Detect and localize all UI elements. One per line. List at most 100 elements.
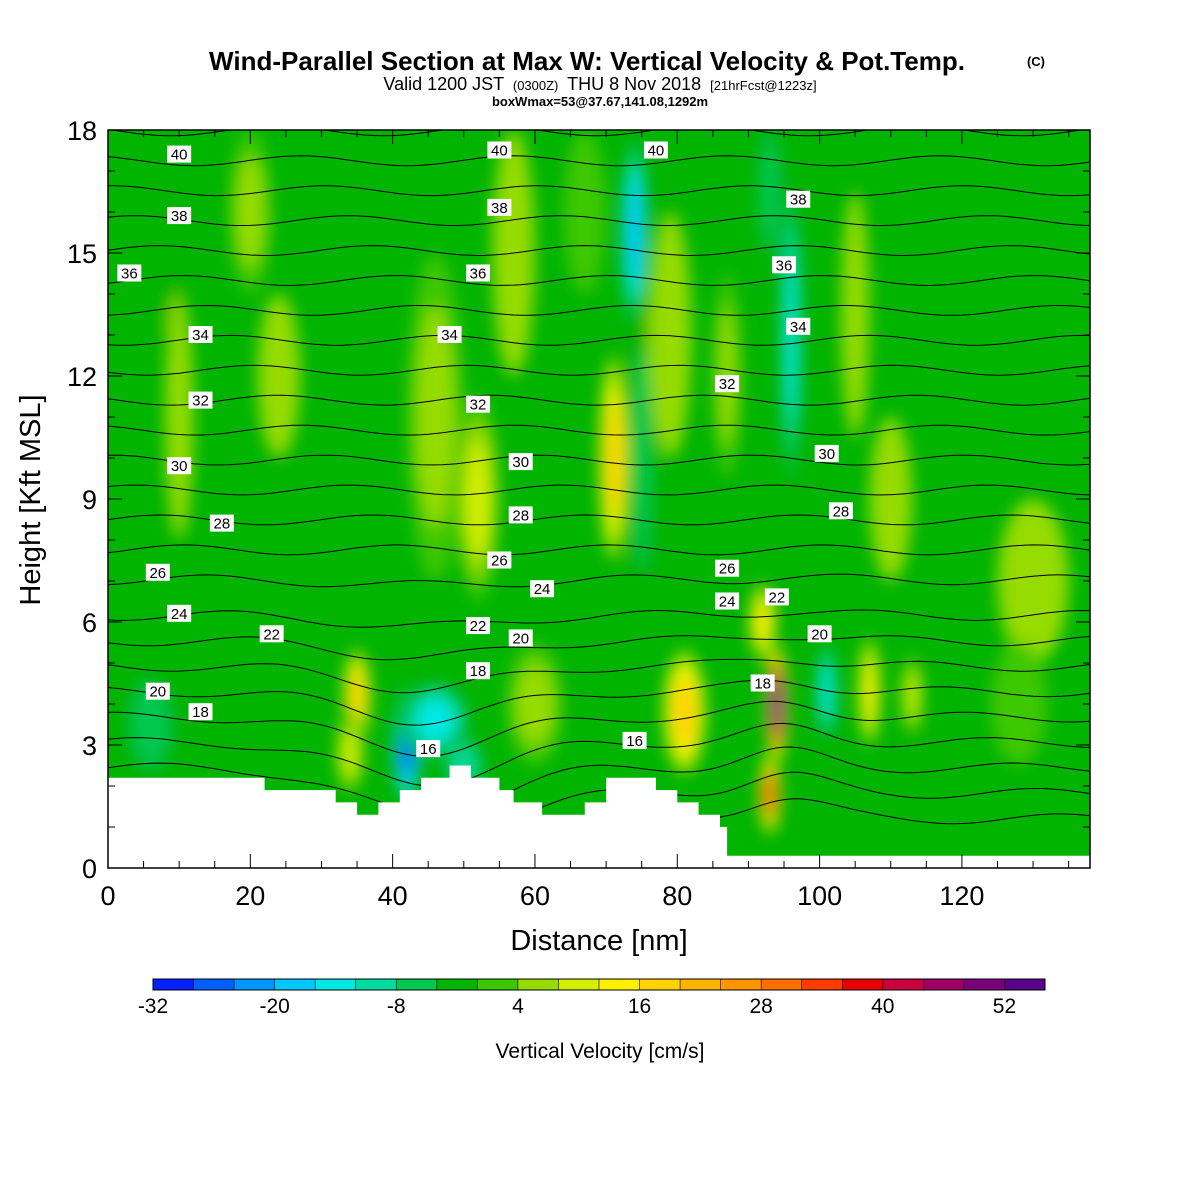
contour-label-text: 32 (719, 376, 736, 393)
colorbar-swatch (761, 979, 803, 990)
contour-label-text: 16 (626, 733, 643, 750)
valid-zulu: (0300Z) (513, 78, 559, 93)
contour-label-box (167, 207, 192, 225)
colorbar-swatch (517, 979, 559, 990)
w-cell-26-level-3 (821, 664, 833, 720)
colorbar-title: Vertical Velocity [cm/s] (496, 1040, 705, 1063)
contour-label-26: 26 (487, 551, 512, 570)
x-tick-label: 0 (100, 881, 115, 911)
x-tick-label: 20 (235, 881, 265, 911)
theta-contour-21 (108, 679, 1090, 726)
terrain-mask (108, 765, 1090, 868)
contour-label-18: 18 (466, 662, 491, 680)
contour-label-text: 20 (149, 684, 166, 701)
colorbar-swatch (720, 979, 762, 990)
w-cell-11-level-2 (465, 440, 491, 558)
theta-contour-34 (108, 304, 1090, 316)
contour-label-box (715, 592, 740, 610)
contour-label-box (188, 326, 213, 343)
y-tick-label: 0 (82, 854, 97, 884)
colorbar-swatch (558, 979, 600, 990)
contour-label-38: 38 (167, 207, 192, 225)
contour-label-16: 16 (622, 731, 647, 750)
y-tick-label: 12 (67, 362, 97, 392)
colorbar-swatch (396, 979, 438, 990)
contour-label-32: 32 (466, 395, 491, 414)
w-cell-4-level-0 (257, 294, 301, 458)
contour-label-text: 36 (776, 257, 793, 274)
y-axis-title: Height [Kft MSL] (15, 394, 47, 605)
w-cell-15-level-3 (605, 405, 621, 511)
plot-area: 40 40 40 38 38 38 36 36 36 34 34 34 32 32 32 30 30 30 28 28… (108, 130, 1090, 868)
w-cell-6-level-2 (341, 729, 359, 777)
w-cell-27-level-2 (863, 661, 876, 722)
contour-label-text: 36 (470, 266, 487, 283)
contour-label-box (466, 395, 491, 413)
contour-label-text: 20 (512, 630, 529, 647)
contour-label-text: 34 (441, 327, 458, 344)
contour-label-30: 30 (814, 444, 839, 463)
contour-label-24: 24 (167, 604, 192, 623)
contour-label-34: 34 (437, 326, 462, 344)
theta-contour-30 (108, 424, 1090, 436)
contour-label-16: 16 (416, 740, 441, 758)
contour-label-box (188, 391, 213, 409)
contour-label-box (786, 317, 811, 335)
w-cell-32-level-0 (990, 642, 1048, 766)
valid-date: THU 8 Nov 2018 (567, 74, 701, 94)
colorbar-label: -8 (387, 995, 406, 1018)
w-cell-28-level-2 (906, 672, 919, 720)
w-cell-10-level-1 (416, 306, 455, 528)
contour-label-32: 32 (715, 375, 740, 393)
theta-contour-20 (108, 700, 1090, 757)
w-cell-0-level-0 (143, 130, 187, 335)
y-tick-label: 6 (82, 608, 97, 638)
contour-label-box (487, 198, 512, 216)
contour-label-text: 40 (648, 143, 665, 160)
colorbar-swatch (599, 979, 641, 990)
theta-contour-27 (108, 514, 1090, 526)
w-cell-14-level-0 (563, 130, 607, 294)
contour-label-28: 28 (508, 506, 533, 524)
theta-contour-24 (108, 609, 1090, 628)
w-cell-1-level-0 (164, 294, 194, 540)
colorbar-swatch (923, 979, 965, 990)
contour-label-40: 40 (643, 141, 668, 160)
copyright-mark: (C) (1027, 54, 1045, 69)
contour-label-box (487, 141, 512, 159)
w-cell-23-level-3 (755, 600, 770, 644)
contour-label-text: 22 (769, 589, 786, 606)
colorbar-swatch (193, 979, 235, 990)
colorbar-label: -32 (138, 995, 168, 1018)
contour-label-box (750, 674, 775, 692)
contour-label-text: 22 (263, 626, 280, 643)
w-cell-21-level-12 (772, 681, 782, 727)
theta-contour-18 (108, 746, 1090, 815)
theta-contour-22 (108, 658, 1090, 694)
contour-label-box (828, 502, 853, 520)
theta-contour-38 (108, 185, 1090, 197)
contour-label-text: 34 (790, 319, 807, 336)
theta-contour-31 (108, 394, 1090, 406)
theta-contour-40 (108, 130, 1085, 137)
w-cell-3-level-1 (235, 156, 265, 268)
contour-label-text: 30 (171, 458, 188, 475)
contour-label-box (145, 682, 170, 700)
contour-label-40: 40 (487, 141, 512, 160)
w-cell-30-level-0 (869, 417, 913, 581)
contour-label-text: 22 (470, 618, 487, 635)
contour-label-18: 18 (188, 703, 213, 721)
contour-label-38: 38 (487, 198, 512, 217)
contour-label-box (437, 326, 462, 343)
contour-label-18: 18 (750, 674, 775, 693)
contour-label-box (643, 141, 668, 159)
contour-label-22: 22 (259, 625, 284, 643)
w-cell-24-level-3 (785, 250, 797, 420)
contour-label-22: 22 (466, 617, 491, 635)
contour-label-box (145, 563, 170, 581)
contour-label-34: 34 (188, 326, 213, 344)
contour-label-box (715, 559, 740, 577)
theta-contour-25 (108, 573, 1090, 588)
theta-contour-37 (108, 215, 1090, 226)
chart-title: Wind-Parallel Section at Max W: Vertical… (209, 46, 965, 76)
